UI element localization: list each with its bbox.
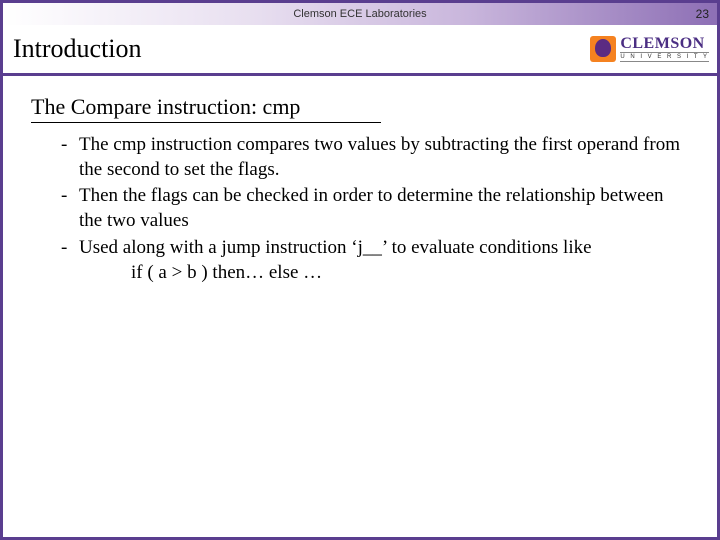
content-area: The Compare instruction: cmp - The cmp i…: [3, 76, 717, 284]
bullet-text: Used along with a jump instruction ‘j__’…: [79, 236, 689, 261]
clemson-logo: CLEMSON U N I V E R S I T Y: [590, 36, 709, 62]
bullet-dash: -: [61, 236, 79, 261]
logo-main: CLEMSON: [620, 36, 709, 52]
bullet-dash: -: [61, 133, 79, 182]
subheading: The Compare instruction: cmp: [31, 94, 689, 120]
title-row: Introduction CLEMSON U N I V E R S I T Y: [3, 25, 717, 73]
lab-label: Clemson ECE Laboratories: [293, 8, 426, 20]
header-bar: Clemson ECE Laboratories 23: [3, 3, 717, 25]
slide-container: Clemson ECE Laboratories 23 Introduction…: [0, 0, 720, 540]
logo-text: CLEMSON U N I V E R S I T Y: [620, 36, 709, 62]
page-number: 23: [696, 3, 709, 25]
bullet-dash: -: [61, 184, 79, 233]
paw-icon: [590, 36, 616, 62]
bullet-list: - The cmp instruction compares two value…: [31, 133, 689, 260]
indent-example: if ( a > b ) then… else …: [31, 262, 689, 284]
logo-sub: U N I V E R S I T Y: [620, 52, 709, 62]
page-title: Introduction: [13, 34, 142, 64]
list-item: - The cmp instruction compares two value…: [61, 133, 689, 182]
list-item: - Then the flags can be checked in order…: [61, 184, 689, 233]
bullet-text: Then the flags can be checked in order t…: [79, 184, 689, 233]
subheading-underline: [31, 122, 381, 123]
list-item: - Used along with a jump instruction ‘j_…: [61, 236, 689, 261]
bullet-text: The cmp instruction compares two values …: [79, 133, 689, 182]
